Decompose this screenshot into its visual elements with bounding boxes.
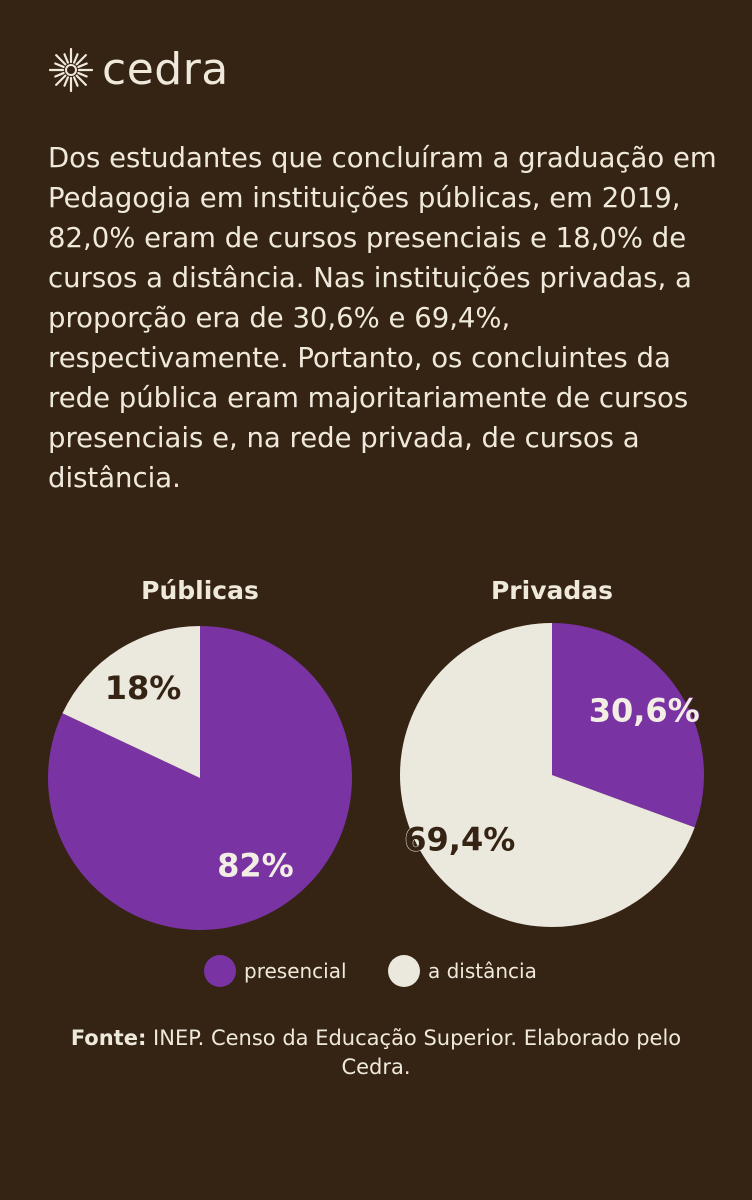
pie-slice-publicas-presencial [48, 626, 353, 930]
pie-slice-privadas-a-distancia [400, 623, 695, 927]
pie-label-publicas-presencial: 82% [217, 846, 294, 884]
sunburst-icon [48, 47, 94, 93]
pie-slice-privadas-presencial [552, 623, 704, 828]
brand-name: cedra [102, 44, 229, 95]
legend-label-distancia: a distância [428, 959, 537, 983]
legend-item-distancia: a distância [388, 953, 537, 989]
pie-label-privadas-a-distancia: 69,4% [404, 820, 515, 858]
legend: presencial a distância [0, 953, 752, 989]
legend-item-presencial: presencial [204, 953, 347, 989]
source-note: Fonte: INEP. Censo da Educação Superior.… [40, 1024, 712, 1082]
pie-label-privadas-presencial: 30,6% [589, 692, 700, 730]
source-label: Fonte: [70, 1026, 147, 1050]
pie-slice-publicas-a-distancia [62, 626, 200, 778]
chart-title-publicas: Públicas [141, 576, 259, 605]
source-text: INEP. Censo da Educação Superior. Elabor… [146, 1026, 682, 1079]
chart-title-privadas: Privadas [490, 576, 614, 605]
legend-swatch-presencial [204, 955, 236, 987]
legend-swatch-distancia [388, 955, 420, 987]
pie-label-publicas-a-distancia: 18% [105, 669, 182, 707]
brand-logo: cedra [48, 40, 229, 100]
intro-paragraph: Dos estudantes que concluíram a graduaçã… [48, 142, 717, 494]
legend-label-presencial: presencial [244, 959, 347, 983]
pie-charts: 82% 18% 30,6% 69,4% [48, 623, 704, 930]
